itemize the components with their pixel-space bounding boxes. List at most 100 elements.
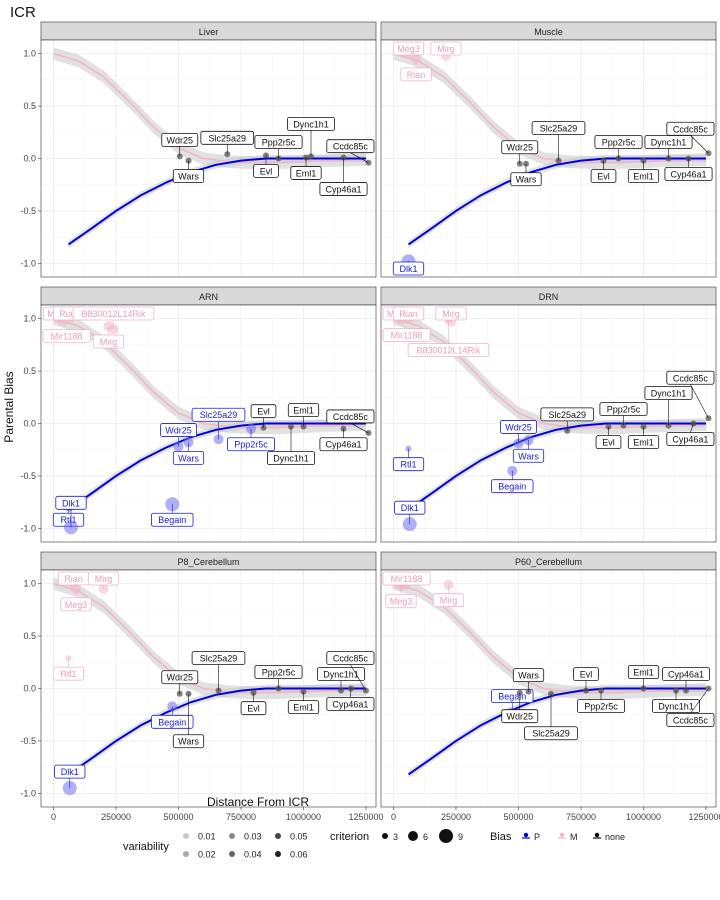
gene-label: Evl [580, 670, 593, 680]
gene-label: Evl [260, 166, 273, 176]
gene-label: Cyp46a1 [332, 700, 368, 710]
gene-label: Ccdc85c [673, 124, 709, 134]
y-tick-label: 1.0 [23, 314, 36, 324]
gene-label: Dlk1 [61, 767, 79, 777]
gene-label: Begain [158, 515, 186, 525]
y-tick-label: -1.0 [20, 523, 36, 533]
gene-label: Wdr25 [166, 673, 193, 683]
gene-label: Wars [178, 737, 199, 747]
gene-label: Evl [602, 438, 615, 448]
gene-label: Cyp46a1 [670, 170, 706, 180]
legend-variability-title: variability [123, 841, 169, 853]
gene-label: Mir1188 [391, 331, 423, 341]
gene-label: Slc25a29 [548, 410, 586, 420]
gene-label: Eml1 [633, 668, 654, 678]
gene-label: Slc25a29 [200, 410, 238, 420]
gene-label: Meg3 [397, 44, 420, 54]
panel-title: ARN [199, 292, 218, 302]
legend-criterion-label: 9 [458, 832, 463, 842]
gene-label: Ppp2r5c [262, 138, 296, 148]
y-tick-label: -1.0 [20, 788, 36, 798]
x-tick-label: 0 [51, 812, 56, 822]
y-tick-label: 1.0 [23, 579, 36, 589]
gene-label: Mirg [440, 596, 458, 606]
gene-label: Ccdc85c [673, 373, 709, 383]
gene-label: Rtl1 [400, 460, 416, 470]
x-tick-label: 500000 [503, 812, 533, 822]
gene-label: Eml1 [633, 172, 654, 182]
gene-label: Dlk1 [62, 498, 80, 508]
gene-label: Begain [158, 717, 186, 727]
panel-liver: LiverWdr25WarsSlc25a29EvlPpp2r5cEml1Dync… [20, 22, 376, 277]
x-tick-label: 500000 [163, 812, 193, 822]
gene-label: Wdr25 [165, 426, 192, 436]
legend-criterion-label: 3 [393, 832, 398, 842]
gene-label: Slc25a29 [532, 729, 570, 739]
y-tick-label: 0.0 [23, 684, 36, 694]
gene-label: Slc25a29 [208, 133, 246, 143]
gene-label: Eml1 [293, 406, 314, 416]
gene-label: Wdr25 [505, 422, 532, 432]
gene-label: Ppp2r5c [602, 138, 636, 148]
legend-variability-key [183, 833, 189, 839]
gene-label: Ccdc85c [333, 142, 369, 152]
legend-bias-key [595, 833, 599, 837]
x-tick-label: 1000000 [626, 812, 661, 822]
gene-label: Dync1h1 [273, 454, 309, 464]
legend-variability-key [183, 851, 189, 857]
panel-title: Muscle [534, 27, 563, 37]
x-tick-label: 250000 [441, 812, 471, 822]
legend-criterion-title: criterion [330, 831, 369, 843]
x-tick-label: 0 [391, 812, 396, 822]
gene-label: Evl [597, 172, 610, 182]
gene-label: Wars [518, 671, 539, 681]
x-tick-label: 750000 [566, 812, 596, 822]
x-tick-label: 1250000 [348, 812, 383, 822]
gene-label: Wdr25 [506, 143, 533, 153]
legend-bias-title: Bias [490, 831, 512, 843]
y-tick-label: -0.5 [20, 736, 36, 746]
gene-label: Meg3 [390, 597, 413, 607]
legend-criterion-key [408, 831, 418, 841]
gene-label: Evl [247, 704, 260, 714]
gene-label: Rian [399, 309, 418, 319]
y-tick-label: 0.5 [23, 366, 36, 376]
gene-label: Cyp46a1 [325, 184, 361, 194]
y-tick-label: -1.0 [20, 258, 36, 268]
gene-label: Eml1 [293, 703, 314, 713]
y-tick-label: 0.5 [23, 631, 36, 641]
x-tick-label: 250000 [101, 812, 131, 822]
panel-title: P60_Cerebellum [515, 557, 582, 567]
legend-variability-label: 0.06 [290, 850, 308, 860]
legend-bias-label: P [534, 832, 540, 842]
gene-label: Mirg [100, 337, 118, 347]
gene-label: Dync1h1 [658, 702, 694, 712]
panel-p8-cerebellum: P8_Cerebellum Rian Meg3 Mirg Rtl1 Dlk1 Begain W… [20, 552, 383, 822]
gene-label: Dlk1 [401, 503, 419, 513]
legend-criterion-key [382, 833, 388, 839]
y-axis-label: Parental Bias [2, 371, 16, 442]
gene-label: Eml1 [633, 438, 654, 448]
gene-label: Mir1188 [391, 574, 423, 584]
gene-label: Ccdc85c [333, 654, 369, 664]
gene-label: Mirg [437, 44, 455, 54]
gene-label: Ppp2r5c [607, 405, 641, 415]
gene-label: Cyp46a1 [668, 670, 704, 680]
x-tick-label: 1250000 [688, 812, 720, 822]
gene-label: Meg3 [65, 600, 88, 610]
gene-label: Mir1188 [51, 332, 83, 342]
gene-label: Dync1h1 [651, 138, 687, 148]
y-tick-label: 0.5 [23, 101, 36, 111]
gene-label: Ppp2r5c [234, 440, 268, 450]
gene-label: Ccdc85c [333, 412, 369, 422]
legend-variability-label: 0.02 [198, 850, 216, 860]
gene-label: Ccdc85c [673, 716, 709, 726]
gene-label: Ppp2r5c [262, 668, 296, 678]
legend-variability-label: 0.05 [290, 832, 308, 842]
legend-bias-key [524, 833, 528, 837]
legend-variability-label: 0.04 [244, 850, 262, 860]
gene-label: Rian [64, 574, 83, 584]
gene-label: Wars [516, 175, 537, 185]
panel-title: Liver [199, 27, 219, 37]
